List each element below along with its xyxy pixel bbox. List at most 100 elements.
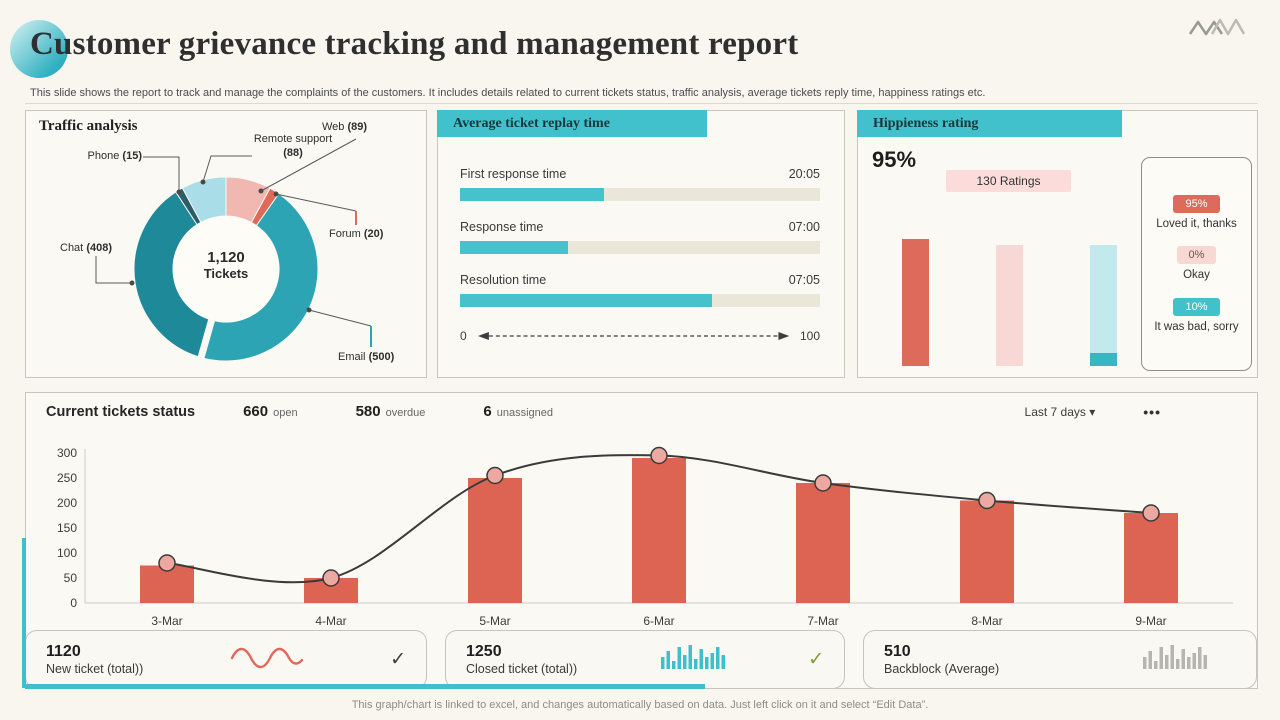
summary-card-closed-tickets: 1250 Closed ticket (total)) ✓	[445, 630, 845, 689]
card-stat: 1120 New ticket (total))	[46, 643, 143, 676]
dashed-arrow-line	[477, 332, 789, 340]
trend-line-marker	[978, 491, 996, 510]
donut-hole	[173, 216, 279, 322]
reply-time-header: Average ticket replay time	[437, 110, 707, 137]
chevron-down-icon: ▾	[1089, 404, 1096, 419]
header-divider	[25, 103, 1258, 104]
progress-fill	[460, 294, 712, 307]
trend-line-marker	[158, 554, 176, 572]
legend-item: 0% Okay	[1176, 245, 1217, 296]
rating-bar	[1090, 245, 1117, 366]
rating-bar	[902, 239, 929, 366]
status-header: Current tickets status 660 open 580 overdu…	[46, 403, 1237, 420]
slide-subtitle: This slide shows the report to track and…	[30, 87, 986, 99]
ticket-bar	[632, 458, 686, 603]
progress-fill	[460, 188, 604, 201]
checkmark-icon: ✓	[808, 649, 824, 670]
y-tick-label: 0	[70, 596, 77, 610]
donut-label-phone: Phone (15)	[87, 150, 142, 162]
reply-row-label: Response time	[460, 220, 544, 234]
donut-total-value: 1,120	[207, 249, 245, 266]
x-tick-label: 7-Mar	[807, 614, 838, 628]
card-value: 510	[884, 643, 911, 660]
stat-overdue: 580 overdue	[355, 403, 426, 420]
date-range-dropdown[interactable]: Last 7 days ▾	[1024, 404, 1096, 419]
traffic-analysis-panel: Traffic analysis 1,120 Tickets Web (	[25, 110, 427, 378]
more-menu-button[interactable]: •••	[1143, 403, 1161, 420]
x-tick-label: 8-Mar	[971, 614, 1002, 628]
ticket-bar	[960, 500, 1014, 603]
rating-bars-chart	[902, 233, 1117, 366]
reply-row-label: First response time	[460, 167, 567, 181]
happiness-rating-panel: Hippieness rating 95% 130 Ratings 95% Lo…	[857, 110, 1258, 378]
reply-row-time: 20:05	[788, 167, 820, 181]
donut-total-caption: Tickets	[203, 266, 249, 281]
checkmark-icon: ✓	[390, 649, 406, 670]
summary-card-new-tickets: 1120 New ticket (total)) ✓	[25, 630, 427, 689]
x-tick-label: 9-Mar	[1135, 614, 1166, 628]
ticket-bar	[796, 483, 850, 603]
stat-open: 660 open	[243, 403, 298, 420]
reply-row: Response time 07:00	[460, 220, 820, 254]
tickets-combo-chart: 300 250 200 150 100 50 0 3-Mar 4-Mar 5-Mar 6-Mar 7-…	[57, 446, 1233, 628]
legend-badge-bad: 10%	[1173, 297, 1220, 316]
y-tick-label: 300	[57, 446, 77, 460]
legend-badge-okay: 0%	[1176, 246, 1217, 265]
ticket-bar	[1124, 513, 1178, 603]
trend-line-marker	[814, 474, 832, 492]
traffic-analysis-title: Traffic analysis	[39, 118, 138, 134]
donut-label-email: Email (500)	[338, 351, 395, 363]
progress-track	[460, 294, 820, 307]
card-label: Backblock (Average)	[884, 662, 1000, 676]
rating-bar	[996, 245, 1023, 366]
card-stat: 510 Backblock (Average)	[884, 643, 999, 676]
ratings-count-badge: 130 Ratings	[946, 170, 1071, 192]
card-value: 1250	[466, 643, 502, 660]
bar-chart-icon	[1142, 645, 1208, 674]
scale-min: 0	[460, 329, 467, 343]
trend-line-marker	[650, 446, 668, 465]
footer-note: This graph/chart is linked to excel, and…	[351, 699, 929, 711]
y-tick-label: 50	[64, 571, 78, 585]
legend-label-loved: Loved it, thanks	[1156, 217, 1237, 230]
ticket-bar	[468, 478, 522, 603]
brand-logo-icon	[1188, 14, 1246, 45]
happiness-score: 95%	[872, 147, 917, 172]
legend-item: 10% It was bad, sorry	[1154, 297, 1239, 334]
reply-row-time: 07:00	[788, 220, 820, 234]
teal-accent-horizontal-line	[25, 684, 705, 689]
reply-row-time: 07:05	[788, 273, 820, 287]
bar-chart-icon	[660, 645, 726, 674]
page-title: Customer grievance tracking and manageme…	[30, 26, 799, 62]
donut-center-label: 1,120 Tickets	[174, 249, 278, 281]
y-tick-label: 250	[57, 471, 77, 485]
y-tick-label: 200	[57, 496, 77, 510]
reply-time-panel: Average ticket replay time First respons…	[437, 110, 845, 378]
progress-fill	[460, 241, 568, 254]
status-title: Current tickets status	[46, 403, 196, 420]
legend-label-bad: It was bad, sorry	[1154, 320, 1239, 333]
x-tick-label: 4-Mar	[315, 614, 346, 628]
progress-track	[460, 241, 820, 254]
trend-line-marker	[486, 466, 504, 485]
status-header-right: Last 7 days ▾ •••	[1025, 404, 1237, 420]
scale-max: 100	[799, 329, 820, 343]
teal-accent-vertical-line	[22, 538, 26, 688]
trend-line-marker	[322, 569, 340, 587]
stat-unassigned: 6 unassigned	[483, 403, 554, 420]
donut-label-remote-support: Remote support (88)	[253, 133, 333, 159]
rating-bar-bottom-segment	[1090, 353, 1117, 366]
card-label: New ticket (total))	[46, 662, 144, 676]
legend-badge-loved: 95%	[1173, 194, 1220, 213]
rating-legend-box: 95% Loved it, thanks 0% Okay 10% It was …	[1141, 157, 1252, 371]
reply-time-rows: First response time 20:05 Response time …	[460, 167, 820, 343]
happiness-rating-header: Hippieness rating	[857, 110, 1122, 137]
donut-label-forum: Forum (20)	[329, 228, 384, 240]
x-tick-label: 3-Mar	[151, 614, 182, 628]
wave-sparkline-icon	[230, 644, 304, 675]
y-tick-label: 150	[57, 521, 77, 535]
card-stat: 1250 Closed ticket (total))	[466, 643, 577, 676]
progress-track	[460, 188, 820, 201]
donut-label-web: Web (89)	[322, 121, 368, 133]
